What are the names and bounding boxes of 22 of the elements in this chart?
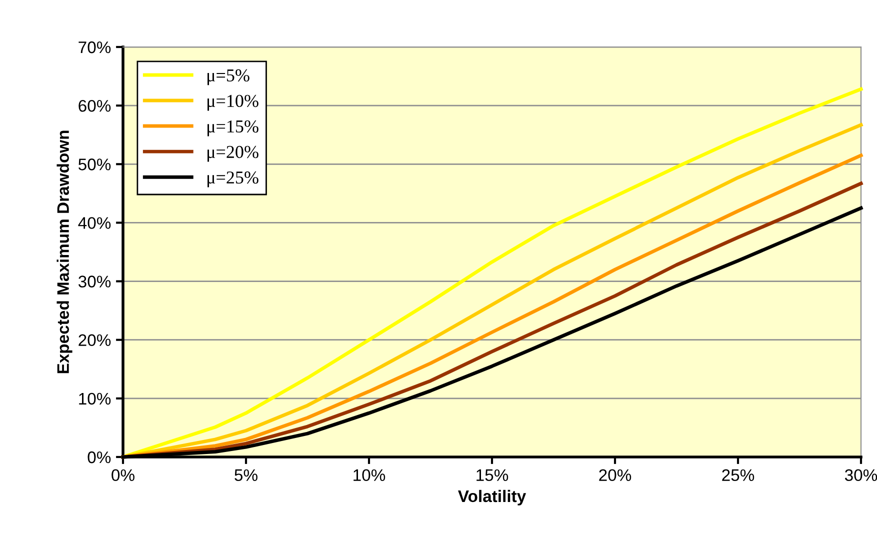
y-axis-title: Expected Maximum Drawdown (56, 130, 72, 374)
x-tick-label: 0% (112, 469, 134, 482)
y-tick-label: 0% (88, 451, 111, 464)
x-tick-label: 25% (722, 469, 754, 482)
y-tick-label: 70% (78, 41, 111, 54)
y-tick-label: 30% (78, 276, 111, 288)
x-axis-title: Volatility (458, 490, 526, 506)
legend-label: μ=20% (208, 146, 258, 162)
x-tick-label: 30% (844, 469, 877, 482)
y-tick-label: 40% (78, 217, 111, 229)
x-tick-label: 15% (476, 469, 508, 482)
y-tick-label: 10% (79, 392, 111, 405)
legend-label: μ=15% (208, 120, 258, 136)
x-tick-label: 10% (354, 469, 386, 482)
y-tick-label: 20% (78, 334, 111, 346)
legend-label: μ=10% (208, 94, 258, 111)
legend-label: μ=25% (208, 171, 258, 188)
x-tick-label: 5% (234, 469, 258, 482)
x-tick-label: 20% (599, 469, 632, 482)
y-tick-label: 50% (78, 158, 111, 170)
y-tick-label: 60% (78, 100, 111, 112)
legend-label: μ=5% (208, 69, 250, 86)
